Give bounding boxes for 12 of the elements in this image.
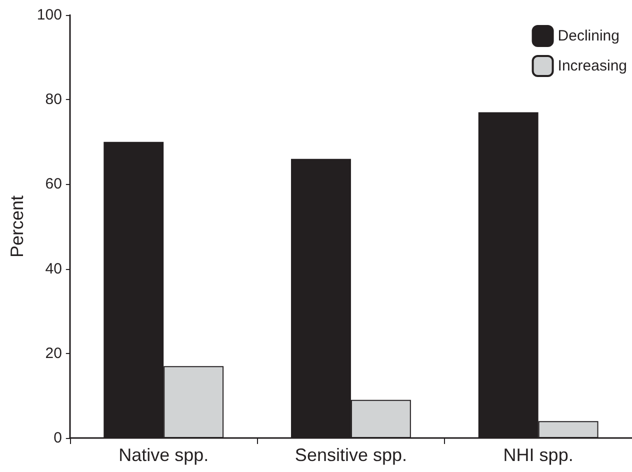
legend-label: Declining (558, 28, 620, 44)
legend-label: Increasing (558, 58, 628, 74)
x-tick-label: NHI spp. (503, 445, 574, 465)
y-tick-label: 100 (36, 6, 62, 24)
y-tick-label: 60 (45, 176, 62, 193)
y-axis-title: Percent (7, 195, 27, 258)
y-tick-label: 0 (54, 430, 62, 446)
x-tick-label: Sensitive spp. (294, 445, 407, 465)
y-tick-label: 80 (45, 91, 62, 108)
x-tick-label: Native spp. (118, 445, 209, 465)
y-tick-label: 20 (45, 344, 62, 362)
y-tick-label: 40 (45, 260, 62, 278)
